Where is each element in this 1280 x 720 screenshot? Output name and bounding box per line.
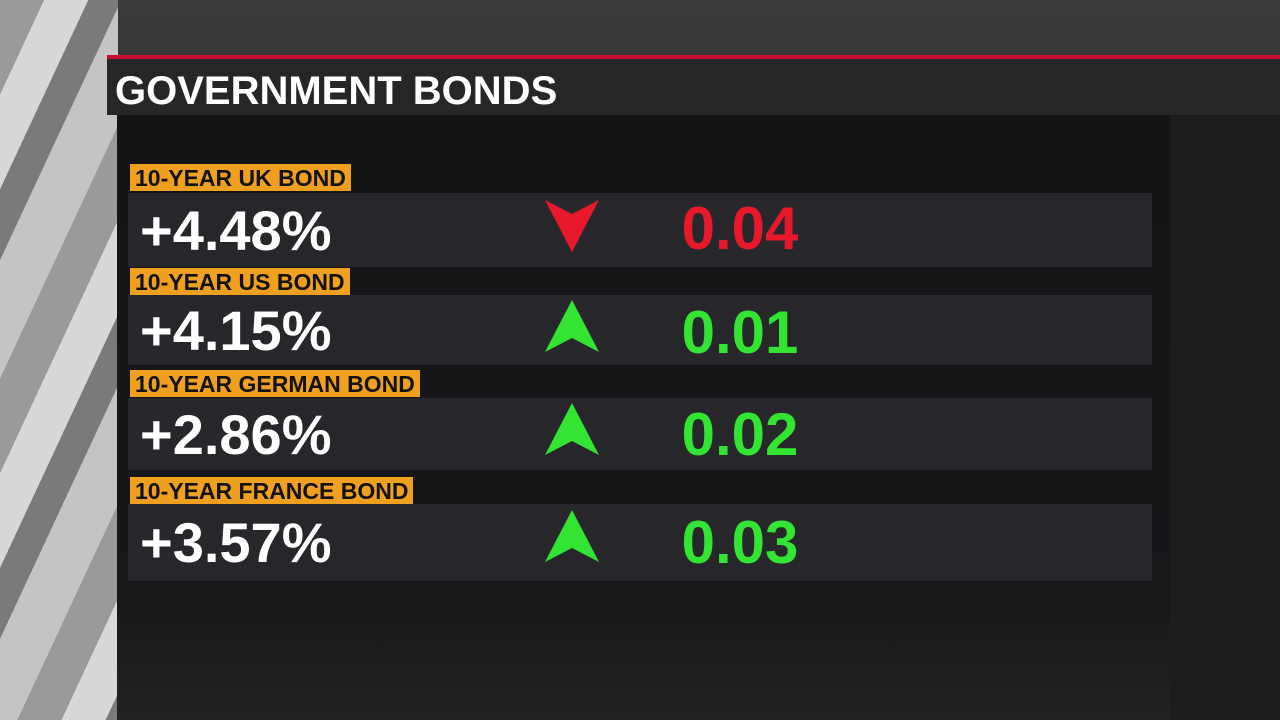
yield: +2.86% — [140, 403, 332, 466]
background-stripes — [0, 0, 118, 720]
yield: +3.57% — [140, 511, 332, 574]
row-bar — [128, 193, 1152, 267]
change: 0.04 — [681, 195, 799, 262]
bond-label: 10-YEAR FRANCE BOND — [130, 477, 414, 504]
yield: +4.48% — [140, 199, 332, 262]
row-bar — [128, 295, 1152, 365]
change: 0.03 — [681, 509, 799, 576]
row-bar — [128, 398, 1152, 470]
bond-label: 10-YEAR UK BOND — [130, 164, 351, 191]
bond-label: 10-YEAR US BOND — [130, 268, 350, 295]
down-arrow — [545, 200, 599, 252]
up-arrow — [545, 510, 599, 562]
bond-label: 10-YEAR GERMAN BOND — [130, 370, 420, 397]
change: 0.01 — [681, 299, 799, 366]
up-arrow — [545, 403, 599, 455]
title: GOVERNMENT BONDS — [115, 69, 558, 113]
row-bar — [128, 504, 1152, 581]
up-arrow — [545, 300, 599, 352]
change: 0.02 — [681, 401, 799, 468]
yield: +4.15% — [140, 299, 332, 362]
panel-edge — [1170, 115, 1280, 720]
header-bar: GOVERNMENT BONDS — [107, 55, 1280, 115]
